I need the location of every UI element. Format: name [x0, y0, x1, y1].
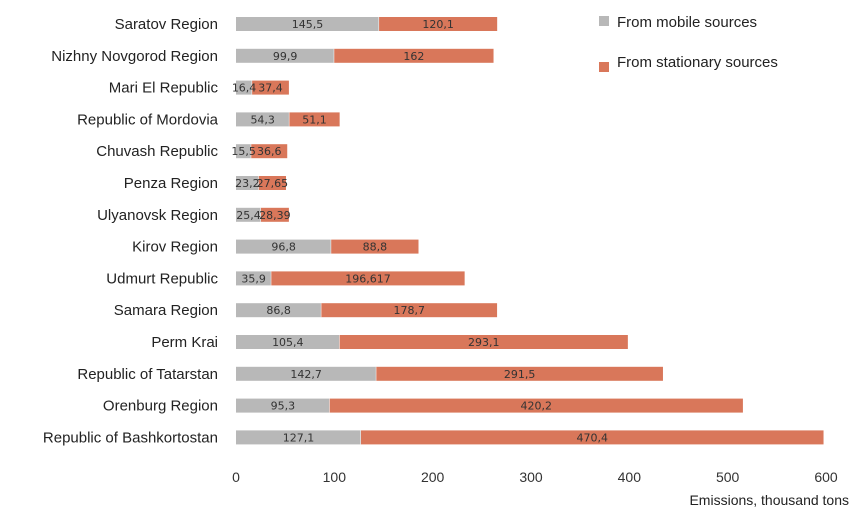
data-labels-layer: 145,5 120,1 99,9 162 16,4 37,4 54,3 51,1 15,5 36,…	[231, 18, 608, 444]
data-label-stationary-samara-region: 178,7	[393, 304, 425, 317]
bar-mobile-republic-of-tatarstan	[236, 366, 377, 381]
category-label-chuvash-republic: Chuvash Republic	[96, 143, 218, 160]
category-label-perm-krai: Perm Krai	[151, 334, 218, 351]
data-label-mobile-samara-region: 86,8	[266, 304, 291, 317]
bar-stationary-ulyanovsk-region	[260, 207, 289, 222]
x-tick-label-500: 500	[716, 469, 740, 485]
bar-stationary-kirov-region	[331, 239, 419, 254]
data-label-mobile-mari-el-republic: 16,4	[232, 82, 257, 95]
data-label-stationary-chuvash-republic: 36,6	[257, 145, 282, 158]
category-label-republic-of-tatarstan: Republic of Tatarstan	[77, 366, 218, 383]
data-label-mobile-penza-region: 23,2	[235, 177, 260, 190]
category-label-orenburg-region: Orenburg Region	[103, 398, 218, 415]
data-label-mobile-republic-of-tatarstan: 142,7	[290, 368, 322, 381]
bars-layer	[236, 17, 824, 445]
legend-label-mobile: From mobile sources	[617, 14, 757, 31]
category-label-kirov-region: Kirov Region	[132, 239, 218, 256]
category-label-udmurt-republic: Udmurt Republic	[106, 270, 218, 287]
data-label-stationary-mari-el-republic: 37,4	[258, 82, 283, 95]
bar-mobile-udmurt-republic	[236, 271, 272, 286]
x-axis-title: Emissions, thousand tons	[689, 492, 849, 508]
data-label-mobile-saratov-region: 145,5	[292, 18, 324, 31]
data-label-stationary-republic-of-tatarstan: 291,5	[504, 368, 536, 381]
bar-stationary-penza-region	[258, 176, 287, 190]
data-label-stationary-udmurt-republic: 196,617	[345, 272, 391, 285]
data-label-mobile-ulyanovsk-region: 25,4	[236, 209, 261, 222]
category-label-republic-of-bashkortostan: Republic of Bashkortostan	[43, 429, 218, 446]
bar-mobile-kirov-region	[236, 239, 332, 254]
bar-stationary-republic-of-bashkortostan	[360, 430, 824, 445]
bar-mobile-perm-krai	[236, 335, 340, 349]
category-label-saratov-region: Saratov Region	[115, 16, 218, 33]
bar-mobile-republic-of-mordovia	[236, 112, 290, 127]
data-label-stationary-nizhny-novgorod-region: 162	[403, 50, 424, 63]
bar-mobile-ulyanovsk-region	[236, 207, 261, 222]
data-label-stationary-orenburg-region: 420,2	[521, 400, 553, 413]
bar-mobile-chuvash-republic	[236, 144, 252, 159]
legend-swatch-mobile	[599, 16, 609, 26]
legend: From mobile sources From stationary sour…	[599, 14, 778, 72]
legend-label-stationary: From stationary sources	[617, 54, 778, 71]
data-label-stationary-republic-of-mordovia: 51,1	[302, 113, 327, 126]
data-label-mobile-republic-of-mordovia: 54,3	[250, 113, 275, 126]
bar-stationary-udmurt-republic	[271, 271, 465, 286]
x-tick-label-400: 400	[618, 469, 642, 485]
bar-stationary-perm-krai	[339, 335, 628, 349]
x-tick-labels-layer: 0 100 200 300 400 500 600	[232, 469, 838, 485]
bar-mobile-mari-el-republic	[236, 80, 253, 95]
category-label-mari-el-republic: Mari El Republic	[109, 80, 219, 97]
bar-stationary-samara-region	[321, 303, 498, 318]
x-tick-label-100: 100	[323, 469, 347, 485]
category-label-ulyanovsk-region: Ulyanovsk Region	[97, 207, 218, 224]
data-label-mobile-orenburg-region: 95,3	[271, 400, 296, 413]
bar-stationary-republic-of-mordovia	[289, 112, 340, 127]
bar-stationary-republic-of-tatarstan	[376, 366, 663, 381]
data-label-stationary-penza-region: 27,65	[257, 177, 289, 190]
data-label-mobile-udmurt-republic: 35,9	[241, 272, 266, 285]
bar-stationary-nizhny-novgorod-region	[334, 48, 494, 63]
data-label-stationary-ulyanovsk-region: 28,39	[259, 209, 291, 222]
data-label-stationary-saratov-region: 120,1	[422, 18, 454, 31]
data-label-mobile-nizhny-novgorod-region: 99,9	[273, 50, 298, 63]
x-tick-label-300: 300	[519, 469, 543, 485]
category-labels-layer: Saratov Region Nizhny Novgorod Region Mari…	[43, 16, 219, 446]
category-label-penza-region: Penza Region	[124, 175, 218, 192]
bar-mobile-orenburg-region	[236, 398, 330, 413]
data-label-stationary-republic-of-bashkortostan: 470,4	[577, 431, 609, 444]
bar-mobile-samara-region	[236, 303, 322, 318]
bar-stationary-saratov-region	[379, 17, 498, 31]
x-tick-label-0: 0	[232, 469, 240, 485]
data-label-mobile-kirov-region: 96,8	[271, 241, 296, 254]
data-label-mobile-perm-krai: 105,4	[272, 336, 304, 349]
data-label-mobile-republic-of-bashkortostan: 127,1	[283, 431, 315, 444]
bar-mobile-penza-region	[236, 176, 259, 190]
legend-swatch-stationary	[599, 62, 609, 72]
x-tick-label-600: 600	[814, 469, 838, 485]
bar-stationary-orenburg-region	[329, 398, 743, 413]
category-label-republic-of-mordovia: Republic of Mordovia	[77, 111, 219, 128]
data-label-stationary-kirov-region: 88,8	[363, 241, 388, 254]
bar-stationary-mari-el-republic	[252, 80, 289, 95]
bar-mobile-republic-of-bashkortostan	[236, 430, 361, 445]
bar-stationary-chuvash-republic	[251, 144, 288, 159]
bar-mobile-saratov-region	[236, 17, 380, 31]
x-tick-label-200: 200	[421, 469, 445, 485]
category-label-nizhny-novgorod-region: Nizhny Novgorod Region	[51, 48, 218, 65]
data-label-mobile-chuvash-republic: 15,5	[231, 145, 256, 158]
bar-mobile-nizhny-novgorod-region	[236, 48, 335, 63]
category-label-samara-region: Samara Region	[114, 302, 218, 319]
data-label-stationary-perm-krai: 293,1	[468, 336, 500, 349]
